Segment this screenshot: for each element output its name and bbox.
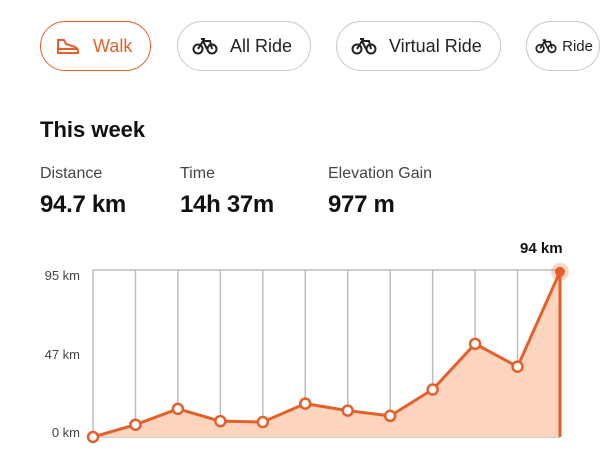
data-point bbox=[86, 430, 100, 444]
filter-chip-virtual-ride[interactable]: Virtual Ride bbox=[336, 21, 501, 71]
filter-chip-ride[interactable]: Ride bbox=[526, 21, 600, 71]
y-tick-label: 95 km bbox=[44, 268, 80, 283]
data-point bbox=[426, 383, 439, 396]
stat-value: 977 m bbox=[328, 191, 395, 218]
filter-label: Walk bbox=[93, 35, 133, 56]
data-point bbox=[256, 415, 270, 429]
data-point bbox=[511, 360, 524, 373]
data-point bbox=[468, 337, 482, 351]
series-line bbox=[92, 271, 562, 439]
data-point-highlighted bbox=[555, 266, 565, 277]
data-point bbox=[171, 402, 185, 416]
stat-label: Elevation Gain bbox=[328, 165, 433, 182]
stat-distance: Distance 94.7 km bbox=[40, 165, 126, 219]
bike-icon bbox=[192, 38, 218, 55]
data-point bbox=[299, 397, 312, 410]
filter-label: All Ride bbox=[230, 35, 293, 56]
filter-label: Virtual Ride bbox=[389, 35, 482, 56]
stat-value: 14h 37m bbox=[180, 191, 274, 218]
y-tick-label: 47 km bbox=[44, 347, 80, 362]
filter-chip-walk[interactable]: Walk bbox=[40, 21, 152, 71]
filter-chip-all-ride[interactable]: All Ride bbox=[177, 21, 312, 71]
stat-time: Time 14h 37m bbox=[180, 165, 274, 219]
shoe-icon bbox=[57, 39, 79, 54]
area-fill bbox=[93, 271, 560, 437]
data-point bbox=[341, 404, 354, 417]
bike-icon bbox=[351, 38, 377, 55]
section-title: This week bbox=[40, 117, 146, 142]
stat-label: Time bbox=[180, 165, 215, 182]
data-point bbox=[129, 418, 142, 431]
stat-elevation: Elevation Gain 977 m bbox=[328, 165, 432, 219]
filter-label: Ride bbox=[562, 37, 593, 55]
stat-value: 94.7 km bbox=[40, 191, 126, 218]
y-tick-label: 0 km bbox=[51, 425, 80, 440]
data-point bbox=[383, 409, 397, 423]
bike-icon bbox=[535, 39, 557, 54]
data-point bbox=[214, 414, 227, 428]
highlight-value-label: 94 km bbox=[520, 240, 563, 257]
stat-label: Distance bbox=[40, 165, 103, 182]
